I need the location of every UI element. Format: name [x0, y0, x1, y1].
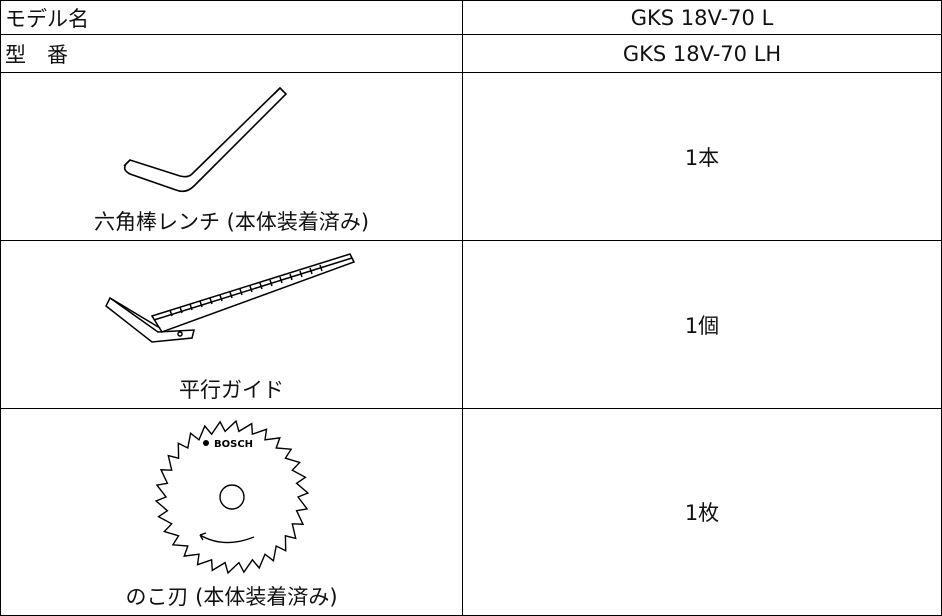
label-cell: 型 番 [0, 34, 463, 73]
item-row: 六角棒レンチ (本体装着済み) 1本 [0, 72, 942, 241]
header-row: 型 番 GKS 18V-70 LH [0, 34, 942, 73]
item-cell: BOSCH のこ刃 (本体装着済み) [0, 408, 463, 616]
hex-wrench-icon [122, 86, 287, 192]
item-name: 六角棒レンチ (本体装着済み) [93, 209, 370, 234]
item-row: 平行ガイド 1個 [0, 240, 942, 409]
value-cell: GKS 18V-70 LH [462, 34, 942, 73]
value-cell: GKS 18V-70 L [462, 0, 942, 35]
blade-brand: BOSCH [214, 439, 253, 450]
item-name: 平行ガイド [179, 377, 284, 402]
item-row: BOSCH のこ刃 (本体装着済み) 1枚 [0, 408, 942, 616]
quantity-cell: 1本 [462, 72, 942, 241]
item-cell: 六角棒レンチ (本体装着済み) [0, 72, 463, 241]
quantity-cell: 1個 [462, 240, 942, 409]
blade-teeth [154, 419, 309, 575]
parallel-guide-icon [104, 252, 355, 343]
label-cell: モデル名 [0, 0, 463, 35]
quantity-cell: 1枚 [462, 408, 942, 616]
item-name: のこ刃 (本体装着済み) [125, 585, 338, 609]
saw-blade-icon: BOSCH [154, 419, 309, 575]
item-cell: 平行ガイド [0, 240, 463, 409]
header-row: モデル名 GKS 18V-70 L [0, 0, 942, 35]
